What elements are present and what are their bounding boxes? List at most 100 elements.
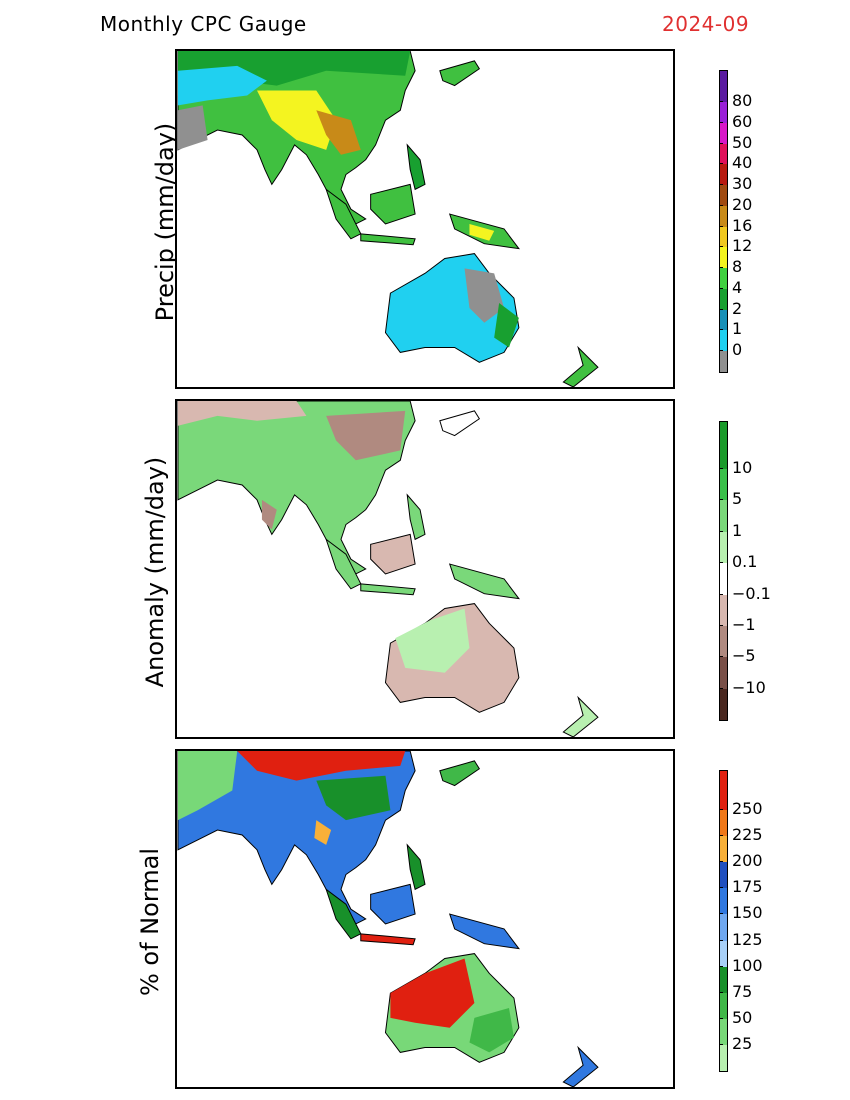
colorbar-segment [720,688,727,721]
colorbar-segment [720,992,727,1020]
colorbar-segment [720,657,727,690]
borneo [370,533,416,575]
new-guinea [448,913,520,950]
dry-north [177,401,307,426]
borneo [370,183,416,225]
colorbar-tick [719,468,723,470]
colorbar-tick [719,308,723,310]
colorbar-segment [720,164,727,186]
colorbar-tick [719,861,723,863]
colorbar-label: 8 [732,257,743,277]
colorbar-segment [720,81,727,103]
colorbar-segment [720,1018,727,1046]
dry-china [326,410,406,461]
colorbar-tick [719,835,723,837]
japan [439,60,481,87]
anomaly-map [177,401,599,737]
colorbar-segment [720,422,727,439]
borneo [370,883,416,925]
colorbar-label: 12 [732,236,753,256]
colorbar-tick [719,991,723,993]
colorbar-segment [720,437,727,470]
colorbar-segment [720,71,727,82]
colorbar-segment [720,810,727,837]
colorbar-label: 50 [732,1007,753,1027]
colorbar-segment [720,309,727,331]
precip-map-panel [175,49,675,389]
colorbar-label: 50 [732,132,753,152]
bay-heavy [316,110,361,155]
colorbar-label: −1 [732,614,756,634]
colorbar-label: 0.1 [732,552,758,572]
japan [439,410,481,437]
colorbar-segment [720,594,727,627]
colorbar-tick [719,965,723,967]
colorbar-segment [720,247,727,269]
percent-map [177,751,599,1087]
colorbar-label: −10 [732,677,766,697]
colorbar-tick [719,939,723,941]
new-zealand [562,1045,599,1087]
colorbar-segment [720,330,727,352]
anomaly-colorbar [719,421,728,721]
philippines [406,843,426,891]
anomaly-ylabel: Anomaly (mm/day) [141,456,169,688]
sumatra [325,888,362,940]
colorbar-segment [720,784,727,811]
colorbar-segment [720,288,727,311]
colorbar-tick [719,329,723,331]
siberia-area [177,51,411,96]
colorbar-tick [719,267,723,269]
colorbar-segment [720,862,727,889]
australia-grey [464,268,505,323]
western-grey [177,105,208,150]
colorbar-segment [720,351,727,373]
colorbar-label: 75 [732,981,753,1001]
tibet-area [177,65,267,106]
sumatra [325,188,362,240]
percent-map-panel [175,749,675,1089]
colorbar-segment [720,205,727,228]
colorbar-segment [720,888,727,915]
precip-colorbar [719,70,728,373]
colorbar-tick [719,562,723,564]
colorbar-segment [720,226,727,248]
colorbar-label: −0.1 [732,583,771,603]
percent-colorbar [719,770,728,1072]
colorbar-segment [720,268,727,290]
colorbar-segment [720,940,727,968]
colorbar-tick [719,624,723,626]
colorbar-segment [720,531,727,564]
colorbar-tick [719,1017,723,1019]
colorbar-label: 0 [732,340,743,360]
ng-heavy [469,223,495,241]
colorbar-tick [719,350,723,352]
colorbar-tick [719,121,723,123]
red-north [237,751,406,781]
colorbar-segment [720,966,727,994]
colorbar-segment [720,1044,727,1072]
java [360,233,416,246]
header-date: 2024-09 [662,12,750,36]
colorbar-label: 1 [732,319,743,339]
header-title: Monthly CPC Gauge [100,12,307,36]
colorbar-label: 225 [732,825,763,845]
colorbar-label: 4 [732,277,743,297]
colorbar-segment [720,469,727,501]
sumatra [325,538,362,590]
percent-ylabel: % of Normal [136,847,164,997]
australia-southeast [469,1007,514,1053]
colorbar-label: 16 [732,215,753,235]
new-guinea [448,563,520,600]
colorbar-label: −5 [732,646,756,666]
colorbar-segment [720,143,727,165]
colorbar-tick [719,530,723,532]
orange-indochina [314,820,332,845]
australia-wet [395,608,470,673]
colorbar-tick [719,1043,723,1045]
colorbar-label: 80 [732,91,753,111]
colorbar-segment [720,914,727,942]
colorbar-tick [719,101,723,103]
colorbar-label: 250 [732,799,763,819]
colorbar-segment [720,500,727,533]
